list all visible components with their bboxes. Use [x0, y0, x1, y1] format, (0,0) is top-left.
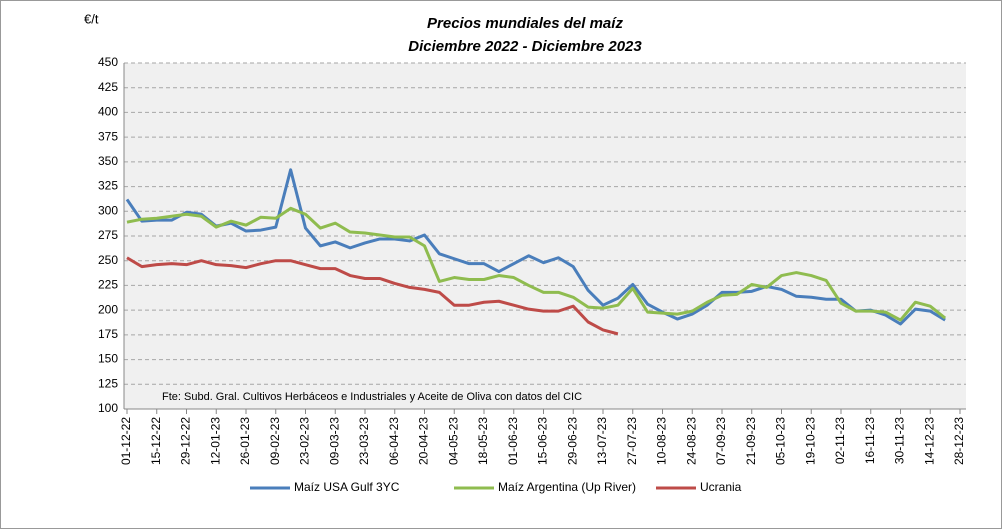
series-line	[126, 206, 947, 322]
x-tick-label: 14-12-23	[922, 417, 936, 465]
legend-label: Maíz Argentina (Up River)	[498, 480, 636, 494]
x-tick-label: 09-03-23	[327, 417, 341, 465]
annotation: Fte: Subd. Gral. Cultivos Herbáceos e In…	[162, 391, 582, 403]
y-tick-label: 200	[98, 302, 118, 316]
x-tick-label: 01-12-22	[119, 417, 133, 465]
x-tick-label: 06-04-23	[387, 417, 401, 465]
y-tick-label: 350	[98, 154, 118, 168]
y-tick-label: 300	[98, 203, 118, 217]
y-tick-label: 125	[98, 376, 118, 390]
x-tick-label: 18-05-23	[476, 417, 490, 465]
y-tick-label: 225	[98, 278, 118, 292]
x-tick-label: 24-08-23	[684, 417, 698, 465]
x-tick-label: 28-12-23	[952, 417, 966, 465]
y-tick-label: 375	[98, 129, 118, 143]
x-tick-label: 04-05-23	[446, 417, 460, 465]
legend-label: Maíz USA Gulf 3YC	[294, 480, 400, 494]
x-tick-label: 15-12-22	[149, 417, 163, 465]
x-tick-label: 02-11-23	[833, 417, 847, 464]
y-axis-label: €/t	[84, 11, 99, 26]
x-tick-label: 05-10-23	[774, 417, 788, 465]
x-tick-label: 23-02-23	[298, 417, 312, 465]
x-tick-label: 16-11-23	[863, 417, 877, 464]
x-tick-label: 15-06-23	[536, 417, 550, 465]
y-tick-label: 150	[98, 352, 118, 366]
x-tick-label: 13-07-23	[595, 417, 609, 465]
y-tick-label: 275	[98, 228, 118, 242]
x-tick-label: 27-07-23	[625, 417, 639, 465]
x-tick-label: 29-12-22	[179, 417, 193, 465]
x-tick-label: 23-03-23	[357, 417, 371, 465]
x-tick-label: 12-01-23	[208, 417, 222, 465]
chart-title: Precios mundiales del maíz	[427, 15, 623, 32]
x-tick-label: 10-08-23	[655, 417, 669, 465]
x-tick-label: 26-01-23	[238, 417, 252, 465]
series-line	[126, 256, 619, 336]
x-tick-label: 01-06-23	[506, 417, 520, 465]
y-tick-label: 100	[98, 401, 118, 415]
y-tick-label: 175	[98, 327, 118, 341]
y-tick-label: 325	[98, 179, 118, 193]
y-tick-label: 400	[98, 105, 118, 119]
series-line	[125, 168, 946, 326]
y-tick-label: 425	[98, 80, 118, 94]
x-tick-label: 30-11-23	[893, 417, 907, 464]
y-tick-label: 250	[98, 253, 118, 267]
x-tick-label: 29-06-23	[565, 417, 579, 465]
x-tick-label: 07-09-23	[714, 417, 728, 465]
x-tick-label: 09-02-23	[268, 417, 282, 465]
y-tick-label: 450	[98, 55, 118, 69]
x-tick-label: 19-10-23	[803, 417, 817, 465]
chart-subtitle: Diciembre 2022 - Diciembre 2023	[408, 38, 642, 55]
x-tick-label: 20-04-23	[417, 417, 431, 465]
legend-label: Ucrania	[700, 480, 742, 494]
x-tick-label: 21-09-23	[744, 417, 758, 465]
